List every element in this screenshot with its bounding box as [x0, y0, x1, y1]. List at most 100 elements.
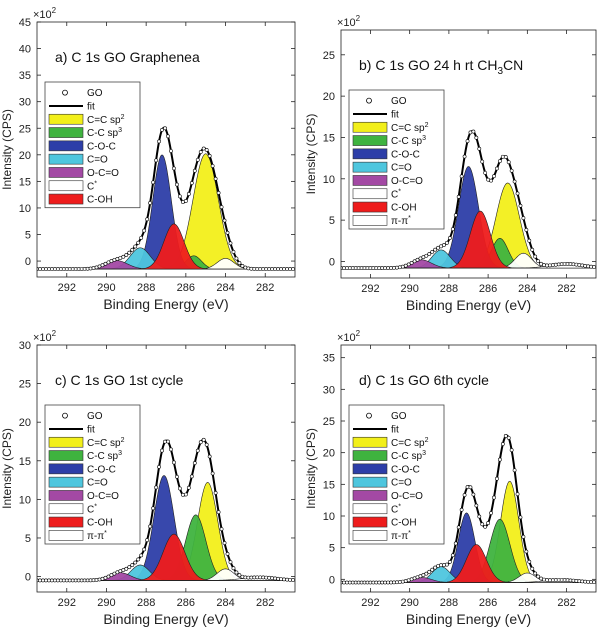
- data-point: [142, 547, 147, 552]
- x-tick-label: 286: [479, 283, 497, 295]
- data-point: [536, 259, 541, 264]
- data-point: [427, 252, 432, 256]
- y-tick-label: 20: [19, 417, 31, 429]
- chart-panel-4: 292 290 288 286 284 282 0 5 10 15 20 25 30 35×102 Bind…: [304, 329, 597, 627]
- data-point: [213, 176, 218, 181]
- legend-swatch: [48, 490, 84, 501]
- legend-marker-icon: [62, 412, 68, 419]
- panel-title: c) C 1s GO 1st cycle: [55, 372, 184, 388]
- data-point: [124, 253, 129, 257]
- data-point: [495, 476, 499, 481]
- data-point: [406, 262, 411, 267]
- data-point: [450, 553, 455, 558]
- data-point: [216, 191, 221, 195]
- data-point: [237, 573, 242, 578]
- legend-label: C-C sp3: [87, 127, 122, 139]
- y-tick-label: 0: [329, 574, 335, 586]
- data-point: [506, 160, 511, 164]
- data-point: [450, 227, 455, 231]
- data-point: [109, 573, 114, 577]
- x-tick-label: 290: [400, 597, 418, 609]
- data-point: [201, 146, 206, 151]
- legend-label: O-C=O: [87, 168, 119, 179]
- data-point: [421, 255, 426, 260]
- data-point: [456, 525, 461, 530]
- plot-area: [37, 126, 295, 271]
- x-tick-label: 282: [557, 597, 575, 609]
- y-tick-label: 30: [19, 97, 31, 109]
- data-point: [412, 259, 417, 264]
- data-point: [186, 192, 191, 196]
- data-point: [148, 201, 153, 205]
- data-point: [518, 515, 523, 520]
- legend-swatch: [352, 215, 388, 226]
- legend-label: C-O-C: [87, 141, 116, 152]
- data-point: [183, 492, 188, 497]
- axes-frame: [36, 344, 296, 593]
- data-point: [492, 174, 496, 179]
- legend-label: C-C sp3: [391, 135, 426, 147]
- legend-swatch: [48, 113, 84, 125]
- axes-frame: [340, 344, 597, 593]
- data-point: [157, 464, 161, 469]
- data-point: [163, 126, 167, 131]
- data-point: [183, 199, 188, 203]
- data-point: [509, 448, 514, 452]
- legend-label: fit: [391, 109, 399, 120]
- data-point: [198, 440, 203, 445]
- y-axis-label: Intensity (CPS): [0, 109, 14, 190]
- y-tick-label: 25: [323, 50, 335, 62]
- y-tick-label: 15: [323, 479, 335, 491]
- data-point: [207, 454, 212, 459]
- data-point: [497, 457, 502, 462]
- data-point: [462, 493, 467, 497]
- legend-label: C-O-C: [87, 464, 116, 475]
- data-point: [112, 571, 117, 576]
- data-point: [512, 179, 517, 184]
- data-point: [189, 474, 194, 479]
- y-tick-label: 40: [19, 44, 31, 56]
- data-point: [477, 514, 482, 519]
- legend-label: C=C sp2: [391, 437, 429, 449]
- data-point: [497, 159, 502, 163]
- legend-swatch: [352, 476, 388, 488]
- data-point: [430, 567, 435, 572]
- data-point: [225, 551, 230, 556]
- data-point: [88, 266, 93, 271]
- data-point: [222, 218, 227, 223]
- data-point: [234, 256, 239, 261]
- data-point: [186, 485, 191, 490]
- legend-label: C*: [391, 503, 401, 515]
- y-tick-label: 20: [19, 150, 31, 162]
- data-point: [415, 257, 420, 262]
- legend-label: O-C=O: [87, 491, 119, 502]
- legend-marker-icon: [366, 412, 372, 419]
- data-point: [175, 182, 179, 187]
- data-point: [195, 157, 200, 162]
- data-point: [177, 194, 182, 199]
- data-point: [127, 250, 132, 255]
- y-tick-label: 5: [329, 543, 335, 555]
- data-point: [459, 174, 464, 179]
- legend-swatch: [48, 530, 84, 541]
- data-point: [471, 129, 476, 134]
- data-point: [231, 250, 236, 254]
- data-point: [483, 170, 488, 175]
- y-tick-label: 5: [25, 230, 31, 242]
- legend-label: C-OH: [87, 195, 113, 206]
- legend-label: O-C=O: [391, 176, 423, 187]
- x-tick-label: 286: [177, 597, 195, 609]
- data-point: [456, 194, 461, 199]
- data-point: [291, 578, 295, 582]
- legend-label: C=C sp2: [87, 114, 125, 126]
- legend-swatch: [352, 161, 388, 173]
- data-point: [474, 135, 479, 140]
- data-point: [521, 534, 526, 539]
- y-tick-label: 15: [19, 456, 31, 468]
- y-tick-label: 25: [19, 379, 31, 391]
- y-tick-label: 0: [329, 256, 335, 268]
- legend-swatch: [48, 463, 84, 475]
- data-point: [94, 578, 99, 582]
- data-point: [433, 565, 438, 570]
